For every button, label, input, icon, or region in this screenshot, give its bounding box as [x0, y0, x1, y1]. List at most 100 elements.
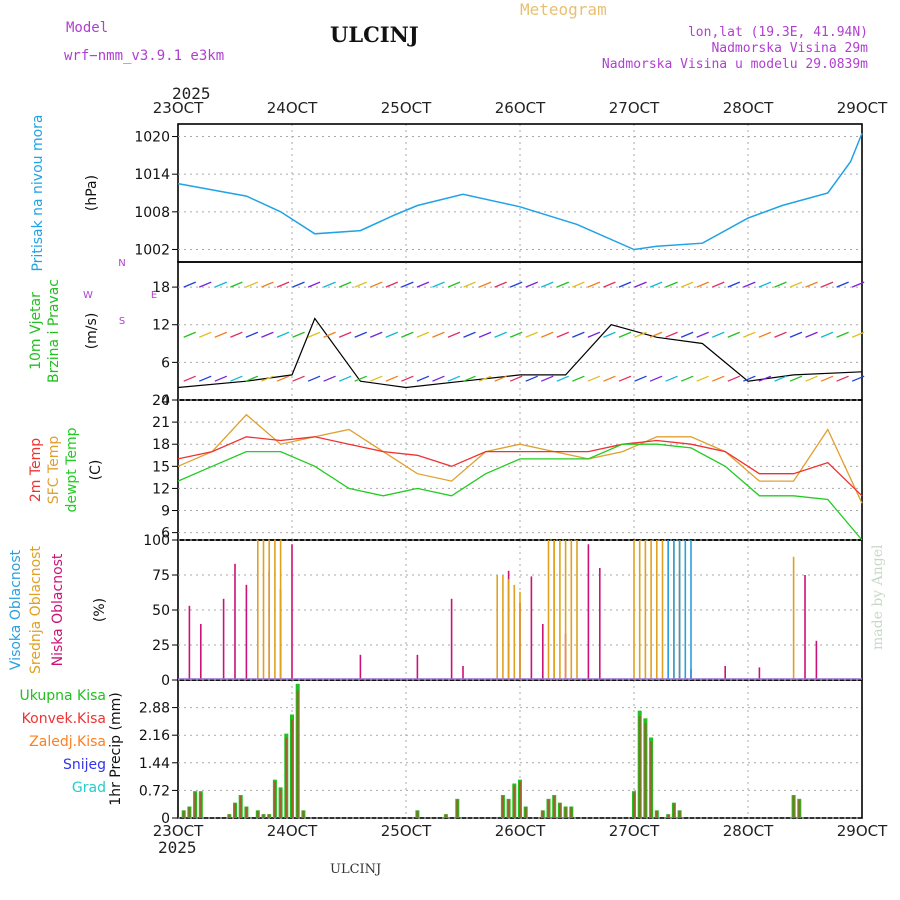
x-tick-top-5: 28OCT	[723, 99, 774, 117]
precip-conv-bar	[678, 810, 681, 818]
wind-barb	[447, 375, 461, 382]
x-tick-bottom-6: 29OCT	[837, 822, 888, 840]
wind-barb	[774, 375, 787, 382]
wind-barb	[183, 281, 196, 288]
wind-barb	[711, 281, 725, 288]
wind-barb	[432, 331, 445, 338]
wind-barb	[307, 331, 321, 338]
wind-barb	[789, 375, 803, 382]
t2m-line	[177, 436, 863, 497]
wind-barb	[276, 281, 290, 288]
dewpt-line	[177, 443, 863, 541]
y-tick-label: 18	[152, 437, 170, 453]
wind-barb	[572, 375, 585, 382]
wind-barb	[323, 281, 336, 288]
wind-barb	[214, 375, 228, 382]
wind-barb	[230, 331, 243, 338]
y-tick-label: 75	[152, 568, 170, 584]
lonlat-text: lon,lat (19.3E, 41.94N)	[687, 25, 868, 40]
wind-barb	[323, 375, 336, 382]
compass-w: W	[83, 290, 93, 301]
precip-conv-bar	[188, 807, 191, 818]
wind-barb	[401, 281, 414, 288]
temp-unit: (C)	[88, 460, 104, 481]
y-tick-label: 100	[143, 533, 170, 549]
x-tick-top-2: 25OCT	[381, 99, 432, 117]
wind-barb	[649, 331, 663, 338]
wind-barb	[727, 375, 741, 382]
wind-barb	[323, 331, 336, 338]
precip-conv-bar	[672, 803, 675, 818]
wind-barb	[478, 331, 492, 338]
wind-barb	[680, 331, 694, 338]
precip-conv-bar	[524, 807, 527, 818]
precip-legend-2: Zaledj.Kisa	[29, 734, 106, 750]
wind-barb	[789, 281, 803, 288]
y-tick-label: 1020	[134, 130, 170, 146]
wind-barb	[369, 281, 383, 288]
model-label: Model	[66, 20, 109, 36]
wind-speed-line	[177, 317, 863, 389]
wind-barb	[385, 281, 399, 288]
wind-barb	[603, 331, 616, 338]
precip-unit: 1hr Precip (mm)	[108, 692, 124, 805]
wind-barb	[245, 375, 259, 382]
wind-barb	[572, 281, 585, 288]
y-tick-label: 1014	[134, 167, 170, 183]
wind-barb	[525, 281, 538, 288]
precip-conv-bar	[541, 810, 544, 818]
panel-frame-2	[177, 399, 863, 541]
wind-barb	[230, 281, 243, 288]
pressure-line	[177, 133, 863, 251]
x-tick-top-6: 29OCT	[837, 99, 888, 117]
y-tick-label: 18	[152, 280, 170, 296]
wind-barb	[245, 331, 259, 338]
precip-conv-bar	[638, 716, 641, 818]
precip-conv-bar	[655, 810, 658, 818]
wind-barb	[603, 281, 616, 288]
wind-barb	[509, 331, 523, 338]
wind-barb	[851, 375, 865, 382]
wind-barb	[183, 331, 196, 338]
wind-barb	[292, 331, 305, 338]
precip-conv-bar	[262, 814, 265, 818]
wind-barb	[696, 331, 709, 338]
precip-conv-bar	[291, 719, 293, 818]
compass-n: N	[118, 258, 125, 269]
wind-barb	[836, 281, 849, 288]
elevation-text: Nadmorska Visina 29m	[711, 41, 868, 56]
wind-barb	[416, 331, 430, 338]
precip-conv-bar	[285, 737, 288, 818]
wind-barb	[416, 281, 430, 288]
wind-barb	[805, 331, 818, 338]
wind-barb	[525, 375, 538, 382]
wind-barb	[354, 331, 367, 338]
x-tick-bottom-0: 23OCT	[153, 822, 204, 840]
precip-conv-bar	[644, 723, 647, 818]
wind-barb	[478, 375, 492, 382]
y-tick-label: 12	[152, 318, 170, 334]
precip-conv-bar	[456, 799, 459, 818]
wind-barb	[494, 331, 507, 338]
y-tick-label: 9	[161, 504, 170, 520]
wind-barb	[276, 375, 290, 382]
wind-title-1: 10m Vjetar	[28, 292, 44, 370]
wind-barb	[447, 331, 461, 338]
wind-barb	[743, 331, 756, 338]
wind-barb	[556, 281, 570, 288]
wind-barb	[680, 281, 694, 288]
wind-barb	[743, 281, 756, 288]
wind-barb	[261, 281, 274, 288]
wind-barb	[183, 375, 196, 382]
wind-barb	[587, 331, 601, 338]
wind-barb	[774, 281, 787, 288]
precip-conv-bar	[182, 810, 185, 818]
y-tick-label: 1002	[134, 242, 170, 258]
wind-barb	[432, 375, 445, 382]
precip-legend-4: Grad	[72, 780, 106, 796]
precip-conv-bar	[501, 796, 504, 818]
wind-barb	[587, 281, 601, 288]
wind-barb	[307, 375, 321, 382]
wind-barb	[401, 375, 414, 382]
